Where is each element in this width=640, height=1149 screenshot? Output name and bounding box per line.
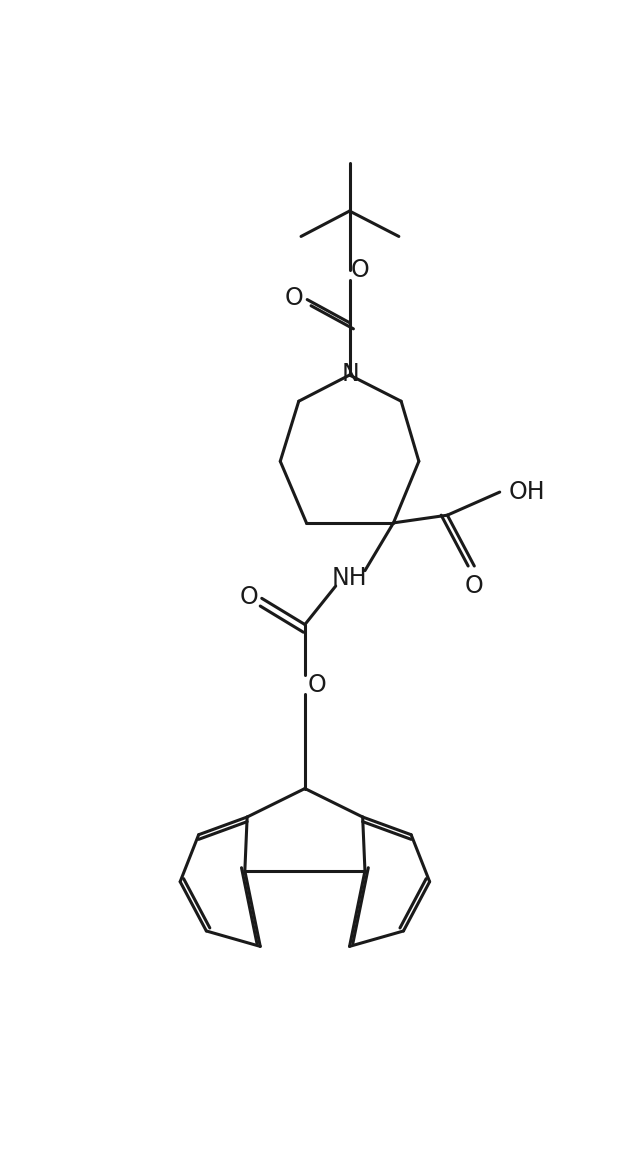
Text: O: O: [308, 672, 326, 696]
Text: O: O: [351, 259, 370, 283]
Text: O: O: [240, 585, 259, 609]
Text: NH: NH: [332, 566, 367, 591]
Text: N: N: [342, 362, 359, 386]
Text: O: O: [285, 286, 303, 310]
Text: O: O: [464, 574, 483, 597]
Text: OH: OH: [509, 480, 546, 504]
